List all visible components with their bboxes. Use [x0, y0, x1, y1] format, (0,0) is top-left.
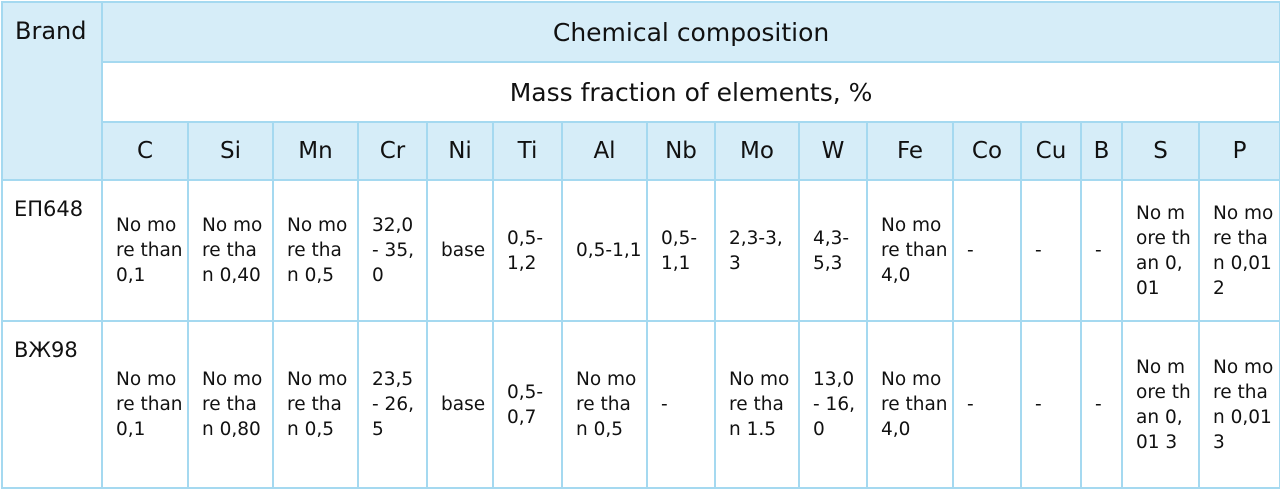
element-header-cu: Cu [1020, 121, 1082, 181]
value-cell: No more than 0,1 [101, 320, 189, 489]
value-cell: - [1020, 179, 1082, 322]
value-cell: No more than 0,01 3 [1121, 320, 1200, 489]
value-cell: No more than 0,80 [187, 320, 274, 489]
value-cell: - [952, 320, 1022, 489]
element-header-co: Co [952, 121, 1022, 181]
brand-header: Brand [1, 1, 103, 181]
brand-cell: ВЖ98 [1, 320, 103, 489]
value-cell: No more than 0,012 [1197, 179, 1280, 322]
element-header-b: B [1080, 121, 1123, 181]
value-cell: - [1020, 320, 1082, 489]
element-header-cr: Cr [357, 121, 428, 181]
element-header-s: S [1121, 121, 1200, 181]
value-cell: No more than 0,5 [561, 320, 648, 489]
value-cell: 0,5-0,7 [492, 320, 563, 489]
element-header-c: C [101, 121, 189, 181]
value-cell: - [1080, 179, 1123, 322]
value-cell: No more than 0,01 [1121, 179, 1200, 322]
element-header-nb: Nb [646, 121, 716, 181]
value-cell: No more than 0,5 [272, 320, 359, 489]
table-row: ВЖ98 No more than 0,1 No more than 0,80 … [1, 320, 1280, 489]
value-cell: 0,5-1,1 [561, 179, 648, 322]
value-cell: No more than 0,1 [101, 179, 189, 322]
value-cell: 23,5 - 26,5 [357, 320, 428, 489]
value-cell: No more than 0,40 [187, 179, 274, 322]
element-header-al: Al [561, 121, 648, 181]
element-header-row: C Si Mn Cr Ni Ti Al Nb Mo W Fe Co Cu B S… [2, 121, 1280, 181]
element-header-mo: Mo [714, 121, 800, 181]
value-cell: No more than 0,013 [1197, 320, 1280, 489]
value-cell: - [646, 320, 716, 489]
element-header-p: P [1197, 121, 1280, 181]
table-row: ЕП648 No more than 0,1 No more than 0,40… [1, 179, 1280, 322]
header-title-row: Brand Chemical composition [1, 1, 1280, 181]
value-cell: base [426, 179, 494, 322]
value-cell: 13,0 - 16,0 [798, 320, 868, 489]
value-cell: base [426, 320, 494, 489]
value-cell: No more than 0,5 [272, 179, 359, 322]
value-cell: 0,5-1,1 [646, 179, 716, 322]
value-cell: No more than 4,0 [866, 179, 954, 322]
element-header-si: Si [187, 121, 274, 181]
brand-cell: ЕП648 [1, 179, 103, 322]
value-cell: 0,5-1,2 [492, 179, 563, 322]
value-cell: - [1080, 320, 1123, 489]
value-cell: 2,3-3,3 [714, 179, 800, 322]
element-header-w: W [798, 121, 868, 181]
value-cell: No more than 1.5 [714, 320, 800, 489]
header-subtitle-row: Mass fraction of elements, % [2, 61, 1280, 123]
element-header-ni: Ni [426, 121, 494, 181]
table-title: Chemical composition [100, 1, 1280, 63]
value-cell: - [952, 179, 1022, 322]
element-header-mn: Mn [272, 121, 359, 181]
value-cell: 32,0 - 35,0 [357, 179, 428, 322]
element-header-ti: Ti [492, 121, 563, 181]
element-header-fe: Fe [866, 121, 954, 181]
table-subtitle: Mass fraction of elements, % [100, 61, 1280, 123]
value-cell: 4,3-5,3 [798, 179, 868, 322]
value-cell: No more than 4,0 [866, 320, 954, 489]
